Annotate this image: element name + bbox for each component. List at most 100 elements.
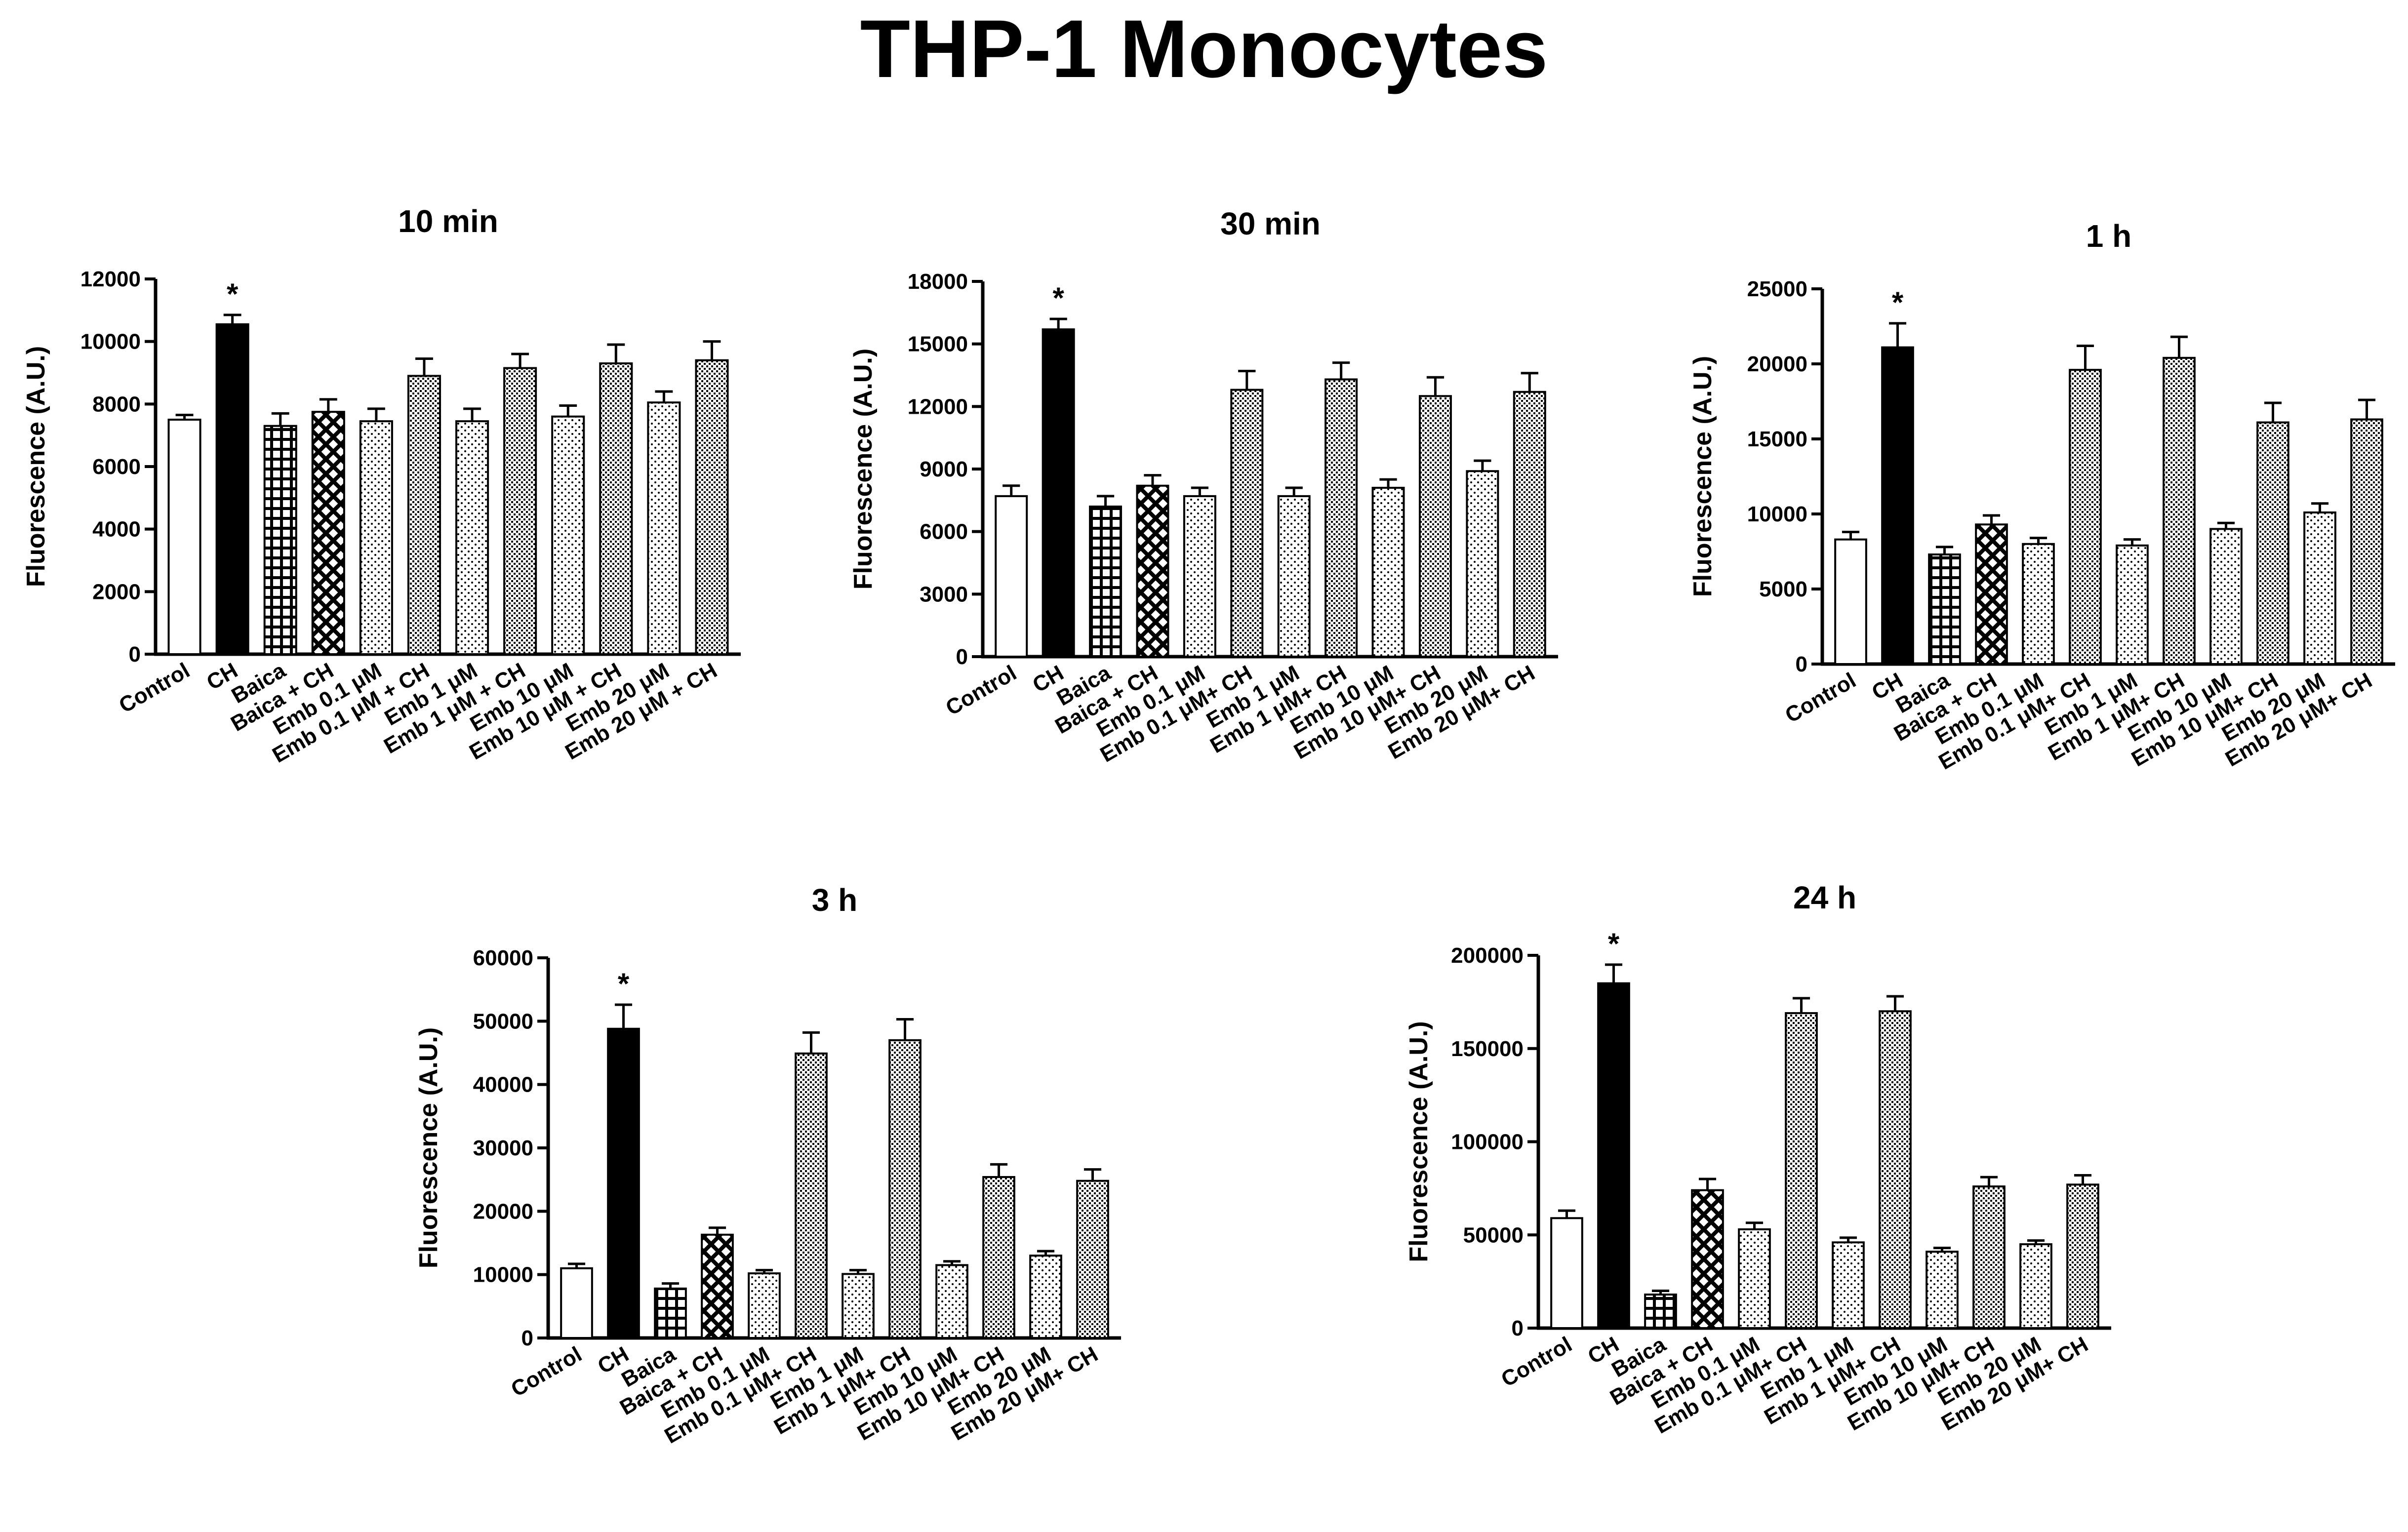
chart3-bar-emb-20-um-ch: [1076, 1179, 1109, 1339]
chart1-y-axis-label: Fluorescence (A.U.): [849, 349, 878, 589]
chart3-bar-ch: [607, 1027, 640, 1339]
chart0-significance-star: *: [227, 277, 239, 311]
chart4-bar-emb-20-um-ch: [2066, 1183, 2099, 1329]
chart1-y-tick-label: 9000: [920, 457, 968, 481]
chart1-bar-ch: [1042, 328, 1075, 658]
chart0-bar-emb-0-1-um-ch: [407, 375, 441, 655]
chart3-bar-emb-1-um-ch: [888, 1039, 922, 1339]
panel-30-min: 30 min Fluorescence (A.U.) 0 3000 6000 9000 12…: [849, 206, 1558, 767]
chart2-bar-emb-10-um: [2209, 528, 2243, 666]
chart2-bar-emb-10-um-ch: [2256, 421, 2289, 665]
chart1-title: 30 min: [1220, 206, 1321, 241]
chart1-bar-emb-20-um-ch: [1513, 391, 1546, 658]
chart0-y-axis-label: Fluorescence (A.U.): [22, 346, 50, 587]
chart2-bar-ch: [1881, 346, 1914, 665]
chart1-y-tick-label: 6000: [920, 520, 968, 544]
chart1-x-tick-label: Control: [942, 661, 1021, 720]
chart4-bar-ch: [1597, 982, 1630, 1329]
chart2-y-tick-label: 15000: [1747, 427, 1807, 451]
chart3-y-tick-label: 0: [522, 1326, 533, 1350]
chart0-y-tick-label: 6000: [92, 455, 141, 479]
chart4-y-tick-label: 0: [1512, 1316, 1524, 1340]
chart2-significance-star: *: [1892, 286, 1904, 319]
panel-3-h: 3 h Fluorescence (A.U.) 0 10000 20000 30000 40…: [414, 882, 1121, 1449]
chart1-y-tick-label: 12000: [908, 394, 968, 419]
chart4-y-tick-label: 50000: [1463, 1223, 1524, 1247]
chart3-y-tick-label: 60000: [473, 946, 533, 970]
chart4-bar-emb-20-um: [2019, 1243, 2052, 1329]
chart4-bar-control: [1550, 1217, 1583, 1329]
chart0-bar-baica: [263, 425, 297, 656]
chart2-y-tick-label: 10000: [1747, 502, 1807, 526]
chart1-bar-baica-ch: [1136, 484, 1169, 658]
chart3-y-tick-label: 40000: [473, 1073, 533, 1097]
chart3-y-axis-label: Fluorescence (A.U.): [414, 1027, 443, 1268]
chart0-bar-baica-ch: [311, 411, 345, 656]
chart0-bar-ch: [215, 323, 249, 655]
chart0-bar-emb-1-um-ch: [503, 367, 537, 655]
chart3-bar-baica: [654, 1287, 687, 1339]
chart0-y-tick-label: 10000: [80, 330, 141, 354]
chart1-y-tick-label: 15000: [908, 332, 968, 356]
chart3-y-tick-label: 10000: [473, 1263, 533, 1287]
panel-10-min: 10 min Fluorescence (A.U.) 0 2000 4000 6000 80…: [22, 203, 741, 768]
chart1-bar-emb-10-um-ch: [1418, 395, 1452, 658]
chart1-y-tick-label: 18000: [908, 270, 968, 294]
chart0-bar-emb-0-1-um: [359, 420, 393, 656]
chart4-bar-emb-0-1-um-ch: [1785, 1012, 1818, 1329]
chart0-y-tick-label: 0: [129, 642, 141, 667]
chart1-y-tick-label: 3000: [920, 582, 968, 606]
chart2-y-tick-label: 0: [1796, 652, 1807, 676]
chart0-bar-emb-20-um: [647, 401, 681, 656]
chart3-y-tick-label: 20000: [473, 1199, 533, 1223]
chart3-bar-emb-0-1-um-ch: [795, 1052, 828, 1339]
chart2-bar-control: [1834, 538, 1867, 666]
chart3-y-tick-label: 50000: [473, 1009, 533, 1033]
chart4-y-tick-label: 100000: [1451, 1130, 1524, 1154]
chart2-y-tick-label: 25000: [1747, 277, 1807, 301]
chart4-bar-emb-10-um: [1926, 1251, 1959, 1330]
chart3-bar-baica-ch: [701, 1233, 734, 1339]
chart2-bar-emb-0-1-um-ch: [2069, 369, 2102, 665]
chart2-bar-emb-20-um: [2303, 511, 2336, 665]
chart2-title: 1 h: [2086, 218, 2131, 254]
chart1-significance-star: *: [1052, 281, 1064, 314]
chart3-bar-emb-10-um: [935, 1264, 968, 1339]
chart3-y-tick-label: 30000: [473, 1136, 533, 1160]
chart3-x-tick-label: Control: [507, 1342, 586, 1402]
chart0-y-tick-label: 12000: [80, 267, 141, 291]
chart0-title: 10 min: [398, 203, 498, 239]
chart3-bar-emb-0-1-um: [748, 1272, 781, 1339]
chart4-y-tick-label: 150000: [1451, 1037, 1524, 1061]
chart4-y-axis-label: Fluorescence (A.U.): [1405, 1021, 1433, 1262]
chart2-bar-emb-20-um-ch: [2350, 418, 2383, 665]
chart4-y-tick-label: 200000: [1451, 943, 1524, 968]
chart2-bar-baica-ch: [1975, 523, 2008, 666]
chart4-significance-star: *: [1608, 927, 1620, 960]
chart4-x-tick-label: Control: [1497, 1332, 1576, 1392]
chart3-significance-star: *: [618, 967, 630, 1000]
chart1-bar-emb-0-1-um-ch: [1230, 389, 1264, 658]
chart0-bar-emb-10-um-ch: [599, 362, 633, 655]
chart1-bar-baica: [1089, 506, 1123, 658]
chart4-bar-emb-1-um: [1832, 1241, 1865, 1330]
chart3-bar-control: [560, 1267, 593, 1339]
chart2-y-tick-label: 20000: [1747, 352, 1807, 376]
chart4-bar-baica-ch: [1691, 1189, 1724, 1329]
panel-1-h: 1 h Fluorescence (A.U.) 0 5000 10000 15000 200…: [1688, 218, 2395, 775]
chart1-bar-emb-1-um: [1277, 495, 1311, 658]
chart3-title: 3 h: [812, 882, 857, 918]
chart1-bar-emb-20-um: [1466, 470, 1499, 658]
chart3-bar-emb-1-um: [842, 1273, 875, 1339]
chart0-bar-emb-20-um-ch: [695, 359, 729, 655]
chart2-x-tick-label: Control: [1781, 668, 1860, 728]
chart4-bar-emb-1-um-ch: [1879, 1010, 1912, 1329]
chart0-x-tick-label: Control: [115, 658, 194, 718]
chart2-y-tick-label: 5000: [1759, 577, 1807, 601]
chart1-bar-emb-0-1-um: [1183, 495, 1216, 658]
chart0-y-tick-label: 4000: [92, 517, 141, 542]
chart1-y-tick-label: 0: [956, 645, 968, 669]
chart0-y-tick-label: 2000: [92, 580, 141, 604]
chart3-bar-emb-10-um-ch: [982, 1176, 1015, 1339]
